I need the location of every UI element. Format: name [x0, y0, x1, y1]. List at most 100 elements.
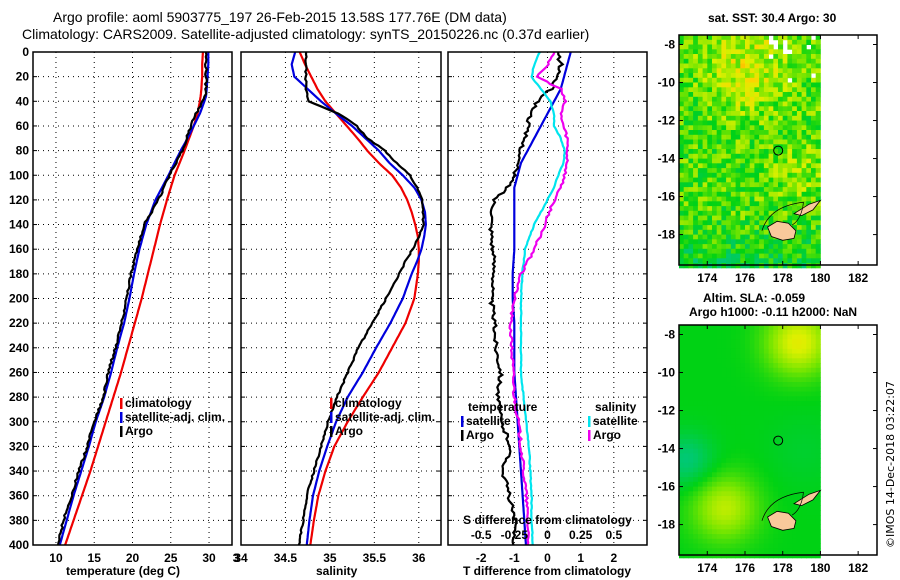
heatmap-cell [702, 201, 708, 207]
heatmap-cell [778, 372, 784, 378]
heatmap-cell [726, 358, 732, 364]
heatmap-cell [679, 229, 685, 235]
heatmap-cell [778, 405, 784, 411]
heatmap-cell [792, 429, 798, 435]
heatmap-cell [702, 363, 708, 369]
heatmap-cell [778, 168, 784, 174]
heatmap-cell [806, 372, 812, 378]
heatmap-cell [707, 486, 713, 492]
heatmap-cell [768, 372, 774, 378]
heatmap-cell [726, 115, 732, 121]
heatmap-cell [745, 63, 751, 69]
heatmap-cell [716, 405, 722, 411]
heatmap-cell [735, 215, 741, 221]
heatmap-cell [693, 210, 699, 216]
heatmap-cell [763, 92, 769, 98]
heatmap-cell [782, 73, 788, 79]
heatmap-cell [754, 220, 760, 226]
heatmap-cell [749, 458, 755, 464]
heatmap-cell [768, 168, 774, 174]
heatmap-cell [782, 163, 788, 169]
heatmap-cell [702, 424, 708, 430]
heatmap-cell [773, 253, 779, 259]
heatmap-cell [806, 353, 812, 359]
heatmap-cell [801, 73, 807, 79]
y-tick-label: -8 [664, 328, 675, 342]
heatmap-cell [782, 63, 788, 69]
heatmap-cell [697, 358, 703, 364]
profile-location-marker [773, 145, 784, 156]
heatmap-cell [688, 229, 694, 235]
heatmap-cell [778, 505, 784, 511]
heatmap-cell [693, 248, 699, 254]
heatmap-cell [683, 68, 689, 74]
heatmap-cell [702, 505, 708, 511]
heatmap-cell [740, 210, 746, 216]
heatmap-cell [792, 82, 798, 88]
heatmap-cell [811, 510, 817, 516]
heatmap-cell [806, 515, 812, 521]
heatmap-cell [754, 191, 760, 197]
heatmap-cell [740, 77, 746, 83]
heatmap-cell [801, 491, 807, 497]
heatmap-cell [707, 225, 713, 231]
heatmap-cell [749, 63, 755, 69]
y-tick-label: 40 [16, 94, 30, 108]
heatmap-cell [801, 144, 807, 150]
heatmap-cell [716, 73, 722, 79]
heatmap-cell [815, 391, 821, 397]
heatmap-cell [768, 505, 774, 511]
heatmap-cell [683, 187, 689, 193]
heatmap-cell [801, 111, 807, 117]
heatmap-cell [716, 510, 722, 516]
heatmap-cell [721, 239, 727, 245]
heatmap-cell [707, 458, 713, 464]
heatmap-cell [712, 396, 718, 402]
heatmap-cell [787, 496, 793, 502]
heatmap-cell [773, 339, 779, 345]
heatmap-cell [787, 125, 793, 131]
heatmap-cell [759, 401, 765, 407]
y-tick-label: 100 [9, 168, 29, 182]
heatmap-cell [806, 77, 812, 83]
heatmap-cell [787, 443, 793, 449]
heatmap-cell [759, 82, 765, 88]
heatmap-cell [721, 358, 727, 364]
heatmap-cell [778, 201, 784, 207]
heatmap-cell [801, 382, 807, 388]
heatmap-cell [759, 35, 765, 41]
heatmap-cell [707, 149, 713, 155]
heatmap-cell [730, 39, 736, 45]
heatmap-cell [773, 462, 779, 468]
heatmap-cell [754, 515, 760, 521]
heatmap-cell [693, 106, 699, 112]
heatmap-cell [759, 206, 765, 212]
heatmap-cell [721, 448, 727, 454]
heatmap-cell [707, 153, 713, 159]
heatmap-cell [815, 130, 821, 136]
heatmap-cell [811, 367, 817, 373]
heatmap-cell [693, 462, 699, 468]
heatmap-cell [735, 363, 741, 369]
heatmap-cell [815, 496, 821, 502]
heatmap-cell [735, 462, 741, 468]
heatmap-cell [759, 163, 765, 169]
heatmap-cell [815, 372, 821, 378]
heatmap-cell [716, 329, 722, 335]
heatmap-cell [796, 54, 802, 60]
heatmap-cell [801, 462, 807, 468]
heatmap-cell [679, 163, 685, 169]
heatmap-cell [693, 96, 699, 102]
heatmap-cell [768, 87, 774, 93]
heatmap-cell [726, 248, 732, 254]
heatmap-cell [740, 35, 746, 41]
heatmap-cell [721, 467, 727, 473]
heatmap-cell [745, 106, 751, 112]
heatmap-cell [679, 462, 685, 468]
heatmap-cell [773, 187, 779, 193]
heatmap-cell [778, 467, 784, 473]
heatmap-cell [693, 491, 699, 497]
heatmap-cell [763, 358, 769, 364]
heatmap-cell [697, 258, 703, 264]
heatmap-cell [763, 453, 769, 459]
